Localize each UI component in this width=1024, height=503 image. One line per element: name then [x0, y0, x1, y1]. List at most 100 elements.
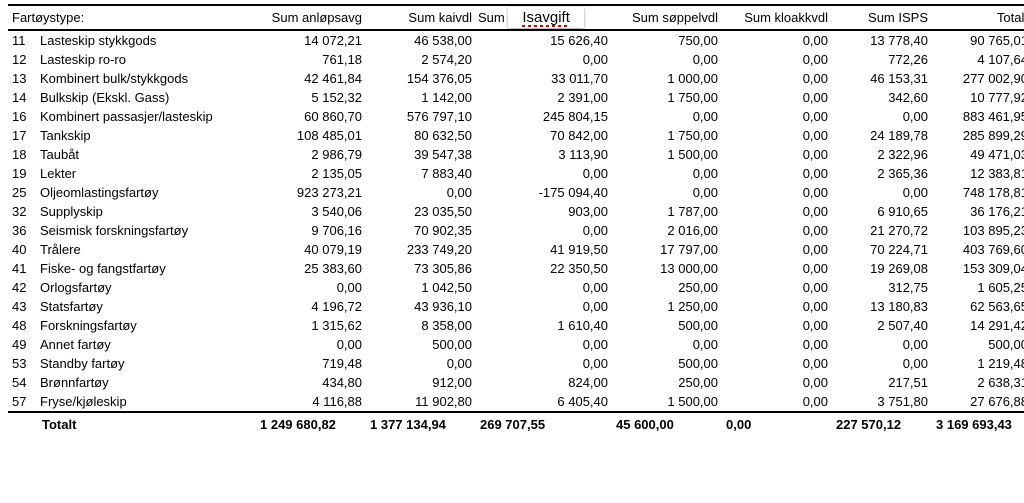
- row-isavgift: 22 350,50: [476, 259, 612, 278]
- row-isavgift: -175 094,40: [476, 183, 612, 202]
- table-header-row: Fartøystype: Sum anløpsavg Sum kaivdl Su…: [8, 5, 1024, 30]
- highlighted-header-box: Isavgift: [508, 7, 584, 28]
- total-kaivdl: 1 377 134,94: [366, 412, 476, 434]
- row-code: 25: [8, 183, 36, 202]
- row-name: Statsfartøy: [36, 297, 256, 316]
- row-name: Kombinert bulk/stykkgods: [36, 69, 256, 88]
- row-code: 18: [8, 145, 36, 164]
- row-soppelvdl: 1 000,00: [612, 69, 722, 88]
- row-name: Lasteskip stykkgods: [36, 30, 256, 50]
- row-anlopsavg: 4 116,88: [256, 392, 366, 412]
- row-isavgift: 0,00: [476, 278, 612, 297]
- row-isps: 3 751,80: [832, 392, 932, 412]
- row-soppelvdl: 0,00: [612, 50, 722, 69]
- row-kloakkvdl: 0,00: [722, 221, 832, 240]
- row-kloakkvdl: 0,00: [722, 240, 832, 259]
- row-name: Trålere: [36, 240, 256, 259]
- row-isps: 13 778,40: [832, 30, 932, 50]
- row-kaivdl: 0,00: [366, 183, 476, 202]
- row-soppelvdl: 2 016,00: [612, 221, 722, 240]
- row-kaivdl: 500,00: [366, 335, 476, 354]
- row-soppelvdl: 0,00: [612, 164, 722, 183]
- row-code: 48: [8, 316, 36, 335]
- row-kaivdl: 1 042,50: [366, 278, 476, 297]
- row-code: 17: [8, 126, 36, 145]
- table-row: 43Statsfartøy4 196,7243 936,100,001 250,…: [8, 297, 1024, 316]
- row-name: Lekter: [36, 164, 256, 183]
- row-kloakkvdl: 0,00: [722, 126, 832, 145]
- row-totalt: 883 461,95: [932, 107, 1024, 126]
- row-code: 14: [8, 88, 36, 107]
- row-totalt: 748 178,81: [932, 183, 1024, 202]
- col-header-isavgift-prefix: Sum: [478, 10, 505, 25]
- col-header-isps: Sum ISPS: [832, 5, 932, 30]
- row-code: 54: [8, 373, 36, 392]
- row-kaivdl: 233 749,20: [366, 240, 476, 259]
- total-kloakkvdl: 0,00: [722, 412, 832, 434]
- table-row: 12Lasteskip ro-ro761,182 574,200,000,000…: [8, 50, 1024, 69]
- row-isps: 2 322,96: [832, 145, 932, 164]
- row-soppelvdl: 0,00: [612, 183, 722, 202]
- row-totalt: 285 899,29: [932, 126, 1024, 145]
- row-anlopsavg: 2 986,79: [256, 145, 366, 164]
- row-code: 42: [8, 278, 36, 297]
- col-header-soppelvdl: Sum søppelvdl: [612, 5, 722, 30]
- row-kloakkvdl: 0,00: [722, 259, 832, 278]
- table-row: 42Orlogsfartøy0,001 042,500,00250,000,00…: [8, 278, 1024, 297]
- col-header-anlopsavg: Sum anløpsavg: [256, 5, 366, 30]
- row-kloakkvdl: 0,00: [722, 373, 832, 392]
- row-totalt: 12 383,81: [932, 164, 1024, 183]
- row-name: Seismisk forskningsfartøy: [36, 221, 256, 240]
- row-isps: 6 910,65: [832, 202, 932, 221]
- row-isps: 46 153,31: [832, 69, 932, 88]
- row-totalt: 2 638,31: [932, 373, 1024, 392]
- row-isps: 0,00: [832, 335, 932, 354]
- row-isavgift: 6 405,40: [476, 392, 612, 412]
- row-isavgift: 0,00: [476, 354, 612, 373]
- col-header-isavgift: Sum Isavgift: [476, 5, 612, 30]
- row-code: 57: [8, 392, 36, 412]
- row-isavgift: 0,00: [476, 335, 612, 354]
- total-isps: 227 570,12: [832, 412, 932, 434]
- table-row: 16Kombinert passasjer/lasteskip60 860,70…: [8, 107, 1024, 126]
- row-totalt: 1 605,25: [932, 278, 1024, 297]
- row-name: Supplyskip: [36, 202, 256, 221]
- row-isavgift: 0,00: [476, 297, 612, 316]
- row-isavgift: 0,00: [476, 164, 612, 183]
- row-anlopsavg: 923 273,21: [256, 183, 366, 202]
- highlighted-header-text: Isavgift: [522, 9, 570, 26]
- row-isavgift: 70 842,00: [476, 126, 612, 145]
- row-soppelvdl: 1 750,00: [612, 88, 722, 107]
- row-kloakkvdl: 0,00: [722, 88, 832, 107]
- table-body: 11Lasteskip stykkgods14 072,2146 538,001…: [8, 30, 1024, 412]
- row-name: Forskningsfartøy: [36, 316, 256, 335]
- row-kloakkvdl: 0,00: [722, 392, 832, 412]
- table-row: 48Forskningsfartøy1 315,628 358,001 610,…: [8, 316, 1024, 335]
- row-isavgift: 824,00: [476, 373, 612, 392]
- row-code: 49: [8, 335, 36, 354]
- row-isavgift: 3 113,90: [476, 145, 612, 164]
- table-row: 36Seismisk forskningsfartøy9 706,1670 90…: [8, 221, 1024, 240]
- row-kaivdl: 2 574,20: [366, 50, 476, 69]
- row-code: 40: [8, 240, 36, 259]
- row-isps: 0,00: [832, 354, 932, 373]
- row-code: 11: [8, 30, 36, 50]
- row-anlopsavg: 5 152,32: [256, 88, 366, 107]
- row-kaivdl: 70 902,35: [366, 221, 476, 240]
- row-kaivdl: 7 883,40: [366, 164, 476, 183]
- row-anlopsavg: 0,00: [256, 278, 366, 297]
- row-totalt: 103 895,23: [932, 221, 1024, 240]
- row-isavgift: 245 804,15: [476, 107, 612, 126]
- table-row: 14Bulkskip (Ekskl. Gass)5 152,321 142,00…: [8, 88, 1024, 107]
- total-totalt: 3 169 693,43: [932, 412, 1024, 434]
- row-kaivdl: 912,00: [366, 373, 476, 392]
- row-kloakkvdl: 0,00: [722, 50, 832, 69]
- row-soppelvdl: 500,00: [612, 316, 722, 335]
- row-kloakkvdl: 0,00: [722, 69, 832, 88]
- row-kaivdl: 1 142,00: [366, 88, 476, 107]
- row-soppelvdl: 250,00: [612, 373, 722, 392]
- row-isavgift: 15 626,40: [476, 30, 612, 50]
- row-soppelvdl: 1 500,00: [612, 145, 722, 164]
- row-code: 43: [8, 297, 36, 316]
- table-row: 57Fryse/kjøleskip4 116,8811 902,806 405,…: [8, 392, 1024, 412]
